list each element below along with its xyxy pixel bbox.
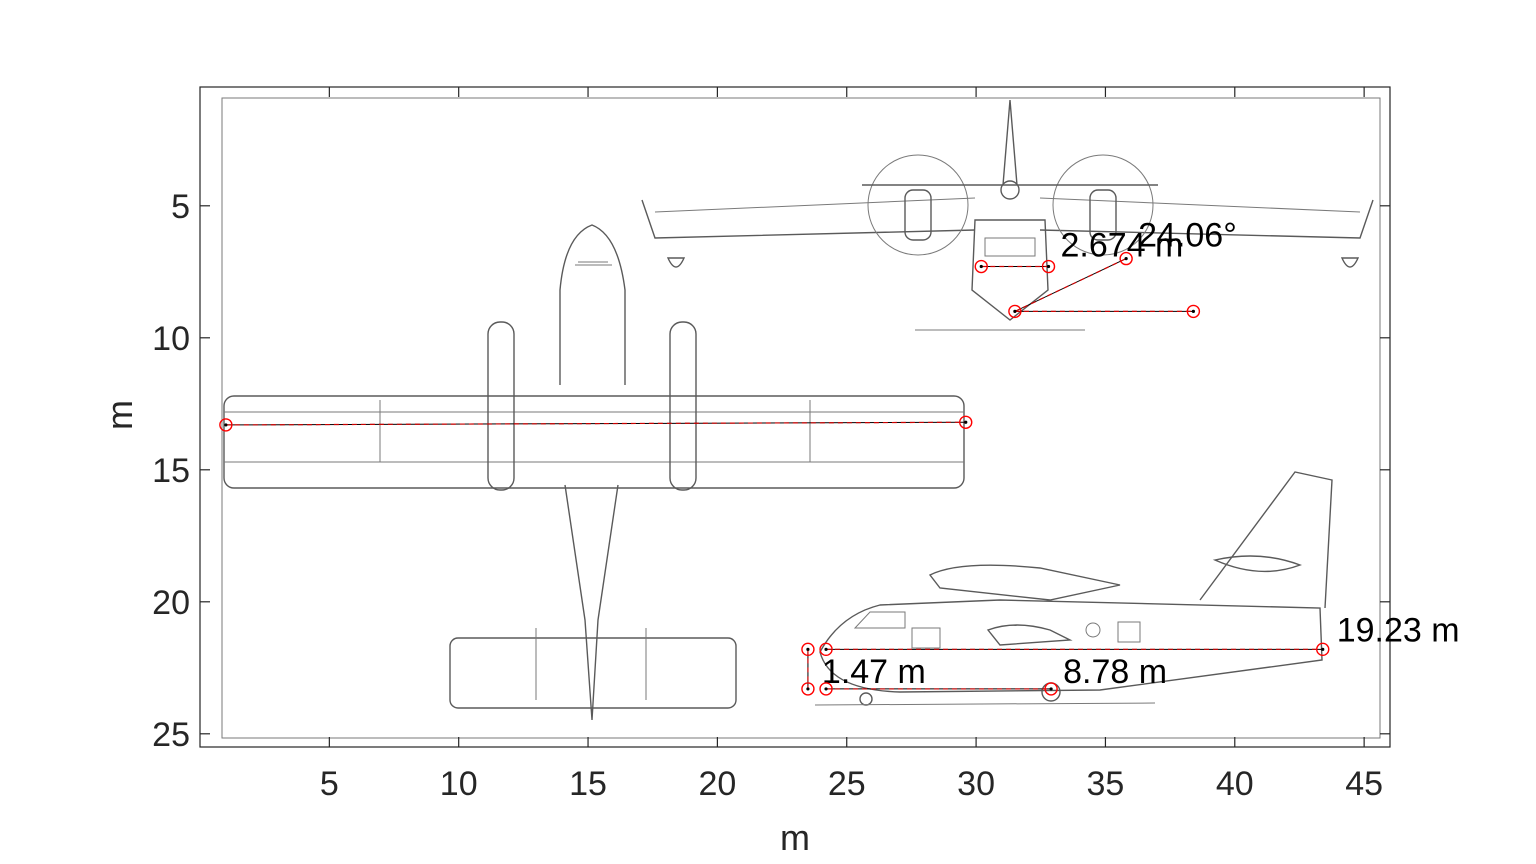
measurement-angle: 24.06° xyxy=(1008,217,1237,319)
measurement-dash xyxy=(225,421,966,426)
measurement-point[interactable] xyxy=(801,642,815,657)
y-tick-label: 5 xyxy=(171,188,190,226)
measurement-point-center xyxy=(1124,257,1128,261)
measurement-point[interactable] xyxy=(801,682,815,696)
measurement-point-center xyxy=(806,687,810,691)
x-tick-label: 45 xyxy=(1345,765,1383,803)
measurement-label: 1.47 m xyxy=(822,653,926,691)
y-tick-label: 25 xyxy=(152,716,190,754)
measurement-point-center xyxy=(1049,687,1053,691)
measurement-overlays: 2.674 m24.06° 1.47 m 8.78 m 19.23 m xyxy=(219,217,1460,696)
x-tick-label: 20 xyxy=(698,765,736,803)
measurement-point-center xyxy=(1321,647,1325,651)
measurement-point-center xyxy=(1013,309,1017,313)
x-axis-ticks: 5 10 15 20 25 30 35 40 45 xyxy=(320,87,1383,803)
measurement-distance: 19.23 m xyxy=(819,611,1460,657)
y-axis-ticks: 5 10 15 20 25 xyxy=(152,188,1390,754)
measurement-point-center xyxy=(224,423,228,427)
measurement-point[interactable] xyxy=(1316,642,1330,657)
measurement-label: 24.06° xyxy=(1138,217,1237,255)
x-tick-label: 35 xyxy=(1087,765,1125,803)
measurement-point-center xyxy=(806,647,810,651)
x-axis-title: m xyxy=(780,817,810,858)
measurement-distance xyxy=(219,415,973,432)
measurement-dash xyxy=(1014,258,1127,312)
measurement-point-center xyxy=(1046,264,1051,269)
measurement-label: 19.23 m xyxy=(1337,611,1460,649)
x-tick-label: 15 xyxy=(569,765,607,803)
x-tick-label: 25 xyxy=(828,765,866,803)
measurement-point[interactable] xyxy=(219,418,233,432)
measurement-point[interactable] xyxy=(819,682,833,696)
measurement-point[interactable] xyxy=(1119,251,1133,266)
plot-area-frame xyxy=(199,86,1391,748)
measurement-point[interactable] xyxy=(819,642,833,657)
x-tick-label: 10 xyxy=(440,765,478,803)
measurement-point[interactable] xyxy=(959,415,973,429)
measurement-point-center xyxy=(979,264,983,269)
x-tick-label: 30 xyxy=(957,765,995,803)
measurement-point-center xyxy=(964,420,968,424)
measurement-point[interactable] xyxy=(1008,304,1022,319)
measurement-point-center xyxy=(824,687,828,691)
measurement-distance: 1.47 m xyxy=(801,642,926,696)
measurement-point[interactable] xyxy=(1044,682,1058,696)
measurement-label: 2.674 m xyxy=(1061,227,1184,265)
measurement-point-center xyxy=(824,647,828,651)
y-tick-label: 20 xyxy=(152,584,190,622)
y-tick-label: 10 xyxy=(152,320,190,358)
measurement-distance: 2.674 m xyxy=(974,227,1184,274)
measurement-point[interactable] xyxy=(974,259,988,274)
x-tick-label: 40 xyxy=(1216,765,1254,803)
front-view xyxy=(641,99,1374,331)
measurement-point[interactable] xyxy=(1186,304,1201,319)
x-tick-label: 5 xyxy=(320,765,339,803)
measurement-point[interactable] xyxy=(1041,259,1056,274)
y-axis-title: m xyxy=(99,400,140,430)
top-view-plan xyxy=(223,224,965,721)
measurement-point-center xyxy=(1191,309,1195,313)
y-tick-label: 15 xyxy=(152,452,190,490)
aircraft-drawing xyxy=(200,87,1390,747)
measurement-label: 8.78 m xyxy=(1063,653,1167,691)
measurement-distance: 8.78 m xyxy=(819,653,1167,696)
